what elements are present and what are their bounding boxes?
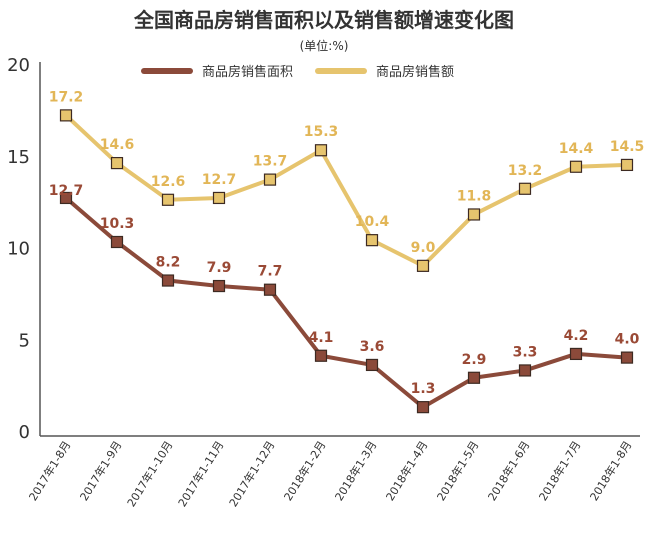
- series-1: 17.2 14.6 12.6 12.7 13.7 15.3 10.4 9.0 11.8 13.2 1…: [49, 89, 645, 272]
- data-label: 14.4: [559, 141, 594, 157]
- data-label: 14.6: [100, 137, 135, 153]
- x-tick-label: 2018年1-8月: [587, 438, 635, 503]
- data-point: [314, 144, 328, 157]
- y-tick-label: 15: [7, 147, 30, 168]
- data-label: 9.0: [411, 240, 436, 256]
- series-layer: 12.7 10.3 8.2 7.9 7.7 4.1 3.6 1.3 2.9 3.3 4.2 4.0 17…: [49, 89, 645, 414]
- series-line: [64, 196, 628, 410]
- data-label: 3.3: [513, 344, 538, 360]
- data-label: 13.7: [253, 154, 288, 170]
- x-tick-label: 2017年1-11月: [175, 438, 227, 509]
- data-point: [59, 191, 73, 205]
- x-tick-label: 2018年1-6月: [485, 438, 533, 503]
- data-point: [416, 401, 430, 414]
- y-tick-label: 10: [7, 239, 30, 260]
- data-point: [518, 364, 532, 377]
- data-label: 11.8: [457, 188, 492, 204]
- data-label: 1.3: [411, 381, 436, 397]
- data-label: 8.2: [156, 255, 181, 271]
- data-label: 3.6: [360, 339, 385, 355]
- data-point: [161, 274, 175, 287]
- y-tick-label: 20: [7, 55, 30, 76]
- x-tick-label: 2018年1-5月: [434, 438, 482, 503]
- data-point: [212, 191, 226, 205]
- data-point: [416, 259, 430, 272]
- data-label: 10.4: [355, 214, 390, 230]
- data-point: [263, 283, 277, 296]
- data-point: [620, 158, 634, 172]
- data-point: [263, 173, 277, 186]
- data-label: 12.7: [202, 172, 237, 188]
- data-label: 2.9: [462, 352, 487, 368]
- data-label: 17.2: [49, 89, 84, 105]
- x-tick-label: 2017年1-10月: [124, 438, 176, 509]
- x-tick-label: 2018年1-7月: [536, 438, 584, 503]
- data-point: [467, 371, 481, 384]
- data-point: [467, 208, 481, 221]
- data-point: [110, 235, 124, 249]
- data-label: 12.7: [49, 183, 84, 199]
- data-label: 12.6: [151, 174, 186, 190]
- data-label: 4.1: [309, 330, 334, 346]
- data-point: [365, 358, 379, 372]
- x-tick-label: 2017年1-12月: [226, 438, 278, 509]
- y-axis-ticks: 0 5 10 15 20: [7, 55, 30, 443]
- x-tick-label: 2018年1-2月: [281, 438, 329, 503]
- legend-label-sales: 商品房销售额: [376, 64, 454, 80]
- data-point: [110, 156, 124, 170]
- data-point: [569, 347, 583, 361]
- data-label: 4.2: [564, 328, 589, 344]
- x-tick-label: 2017年1-9月: [77, 438, 125, 503]
- x-tick-label: 2018年1-3月: [332, 438, 380, 503]
- data-label: 7.9: [207, 260, 232, 276]
- data-label: 10.3: [100, 216, 135, 232]
- x-tick-label: 2018年1-4月: [383, 438, 431, 503]
- x-axis-ticks: 2017年1-8月 2017年1-9月 2017年1-10月 2017年1-11月 20…: [26, 438, 635, 509]
- data-point: [620, 351, 634, 364]
- y-tick-label: 0: [19, 422, 30, 443]
- series-line: [64, 113, 628, 268]
- y-tick-label: 5: [19, 330, 30, 351]
- data-point: [161, 193, 175, 206]
- chart-unit: (单位:%): [300, 38, 349, 53]
- data-point: [569, 160, 583, 173]
- legend: 商品房销售面积 商品房销售额: [141, 64, 454, 80]
- data-point: [59, 109, 73, 122]
- data-label: 4.0: [615, 332, 640, 348]
- data-point: [518, 182, 532, 195]
- data-label: 15.3: [304, 124, 339, 140]
- data-label: 7.7: [258, 264, 283, 280]
- chart-title: 全国商品房销售面积以及销售额增速变化图: [133, 8, 514, 32]
- series-0: 12.7 10.3 8.2 7.9 7.7 4.1 3.6 1.3 2.9 3.3 4.2 4.0: [49, 183, 640, 414]
- legend-label-area: 商品房销售面积: [202, 64, 293, 80]
- data-label: 14.5: [610, 139, 645, 155]
- data-point: [314, 349, 328, 362]
- data-point: [212, 279, 226, 293]
- data-label: 13.2: [508, 163, 543, 179]
- data-point: [365, 234, 379, 247]
- x-tick-label: 2017年1-8月: [26, 438, 74, 503]
